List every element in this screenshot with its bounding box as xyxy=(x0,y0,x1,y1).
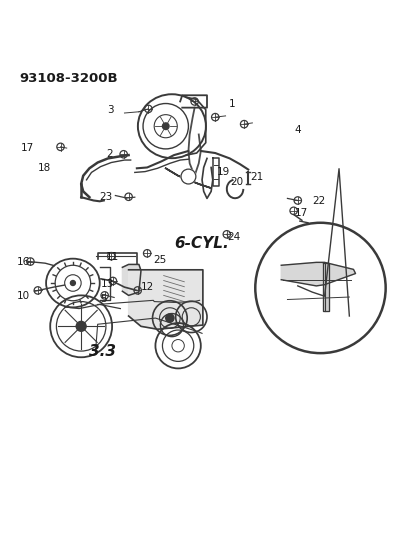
Text: 1: 1 xyxy=(228,99,235,109)
Circle shape xyxy=(70,280,75,286)
Text: 25: 25 xyxy=(152,255,166,265)
Text: 6: 6 xyxy=(359,284,366,293)
Text: 10: 10 xyxy=(17,291,30,301)
Circle shape xyxy=(255,223,385,353)
Text: 17: 17 xyxy=(21,143,34,152)
Text: 3: 3 xyxy=(107,104,113,115)
Text: 5: 5 xyxy=(100,294,106,304)
Text: 22: 22 xyxy=(311,196,324,206)
Text: 23: 23 xyxy=(99,192,112,202)
Text: 5: 5 xyxy=(358,274,364,284)
Text: 13: 13 xyxy=(100,279,114,289)
Text: 24: 24 xyxy=(227,232,240,242)
Text: 6-CYL.: 6-CYL. xyxy=(173,236,228,251)
Text: 11: 11 xyxy=(105,253,119,262)
Text: 17: 17 xyxy=(294,208,308,218)
Text: 19: 19 xyxy=(216,167,230,177)
Text: 16: 16 xyxy=(17,257,30,268)
Polygon shape xyxy=(122,264,141,295)
Text: 2: 2 xyxy=(107,149,113,159)
Text: 21: 21 xyxy=(249,172,263,182)
Text: 12: 12 xyxy=(140,282,153,292)
Polygon shape xyxy=(165,168,211,188)
Circle shape xyxy=(162,123,169,130)
Text: 9: 9 xyxy=(358,306,364,316)
Text: 3.3: 3.3 xyxy=(89,344,116,359)
Circle shape xyxy=(165,314,173,322)
Polygon shape xyxy=(322,263,328,311)
Text: 14: 14 xyxy=(269,262,282,272)
Text: 20: 20 xyxy=(230,176,243,187)
Text: 4: 4 xyxy=(294,125,300,134)
Text: 7: 7 xyxy=(260,298,267,308)
Text: 93108-3200B: 93108-3200B xyxy=(19,72,118,85)
Text: 9: 9 xyxy=(263,284,270,293)
Text: 15: 15 xyxy=(290,307,303,317)
Circle shape xyxy=(76,321,86,332)
Text: 18: 18 xyxy=(37,163,50,173)
Circle shape xyxy=(180,169,195,184)
Text: 8: 8 xyxy=(274,274,280,285)
Polygon shape xyxy=(128,270,202,329)
Polygon shape xyxy=(280,262,355,286)
